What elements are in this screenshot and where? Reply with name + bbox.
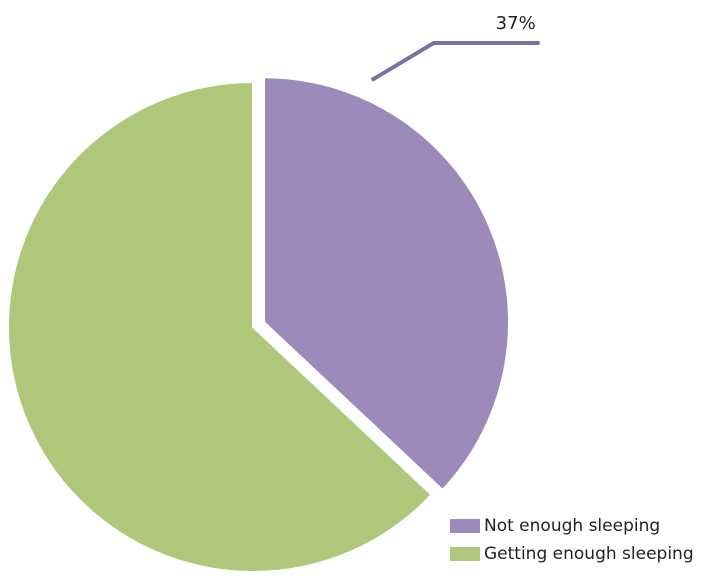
legend-item-getting-enough-sleeping[interactable]: Getting enough sleeping xyxy=(450,540,694,568)
legend-label: Not enough sleeping xyxy=(484,516,661,536)
legend: Not enough sleeping Getting enough sleep… xyxy=(450,512,694,568)
legend-swatch xyxy=(450,547,480,561)
legend-label: Getting enough sleeping xyxy=(484,544,694,564)
pie-slice-not-enough-sleeping[interactable] xyxy=(263,76,510,492)
pie-slices xyxy=(7,76,510,573)
data-label-0: 37% xyxy=(496,13,536,34)
data-labels: 37% xyxy=(370,13,540,82)
pie-slice-getting-enough-sleeping[interactable] xyxy=(7,80,434,573)
legend-item-not-enough-sleeping[interactable]: Not enough sleeping xyxy=(450,512,694,540)
legend-swatch xyxy=(450,519,480,533)
leader-line xyxy=(370,41,540,82)
